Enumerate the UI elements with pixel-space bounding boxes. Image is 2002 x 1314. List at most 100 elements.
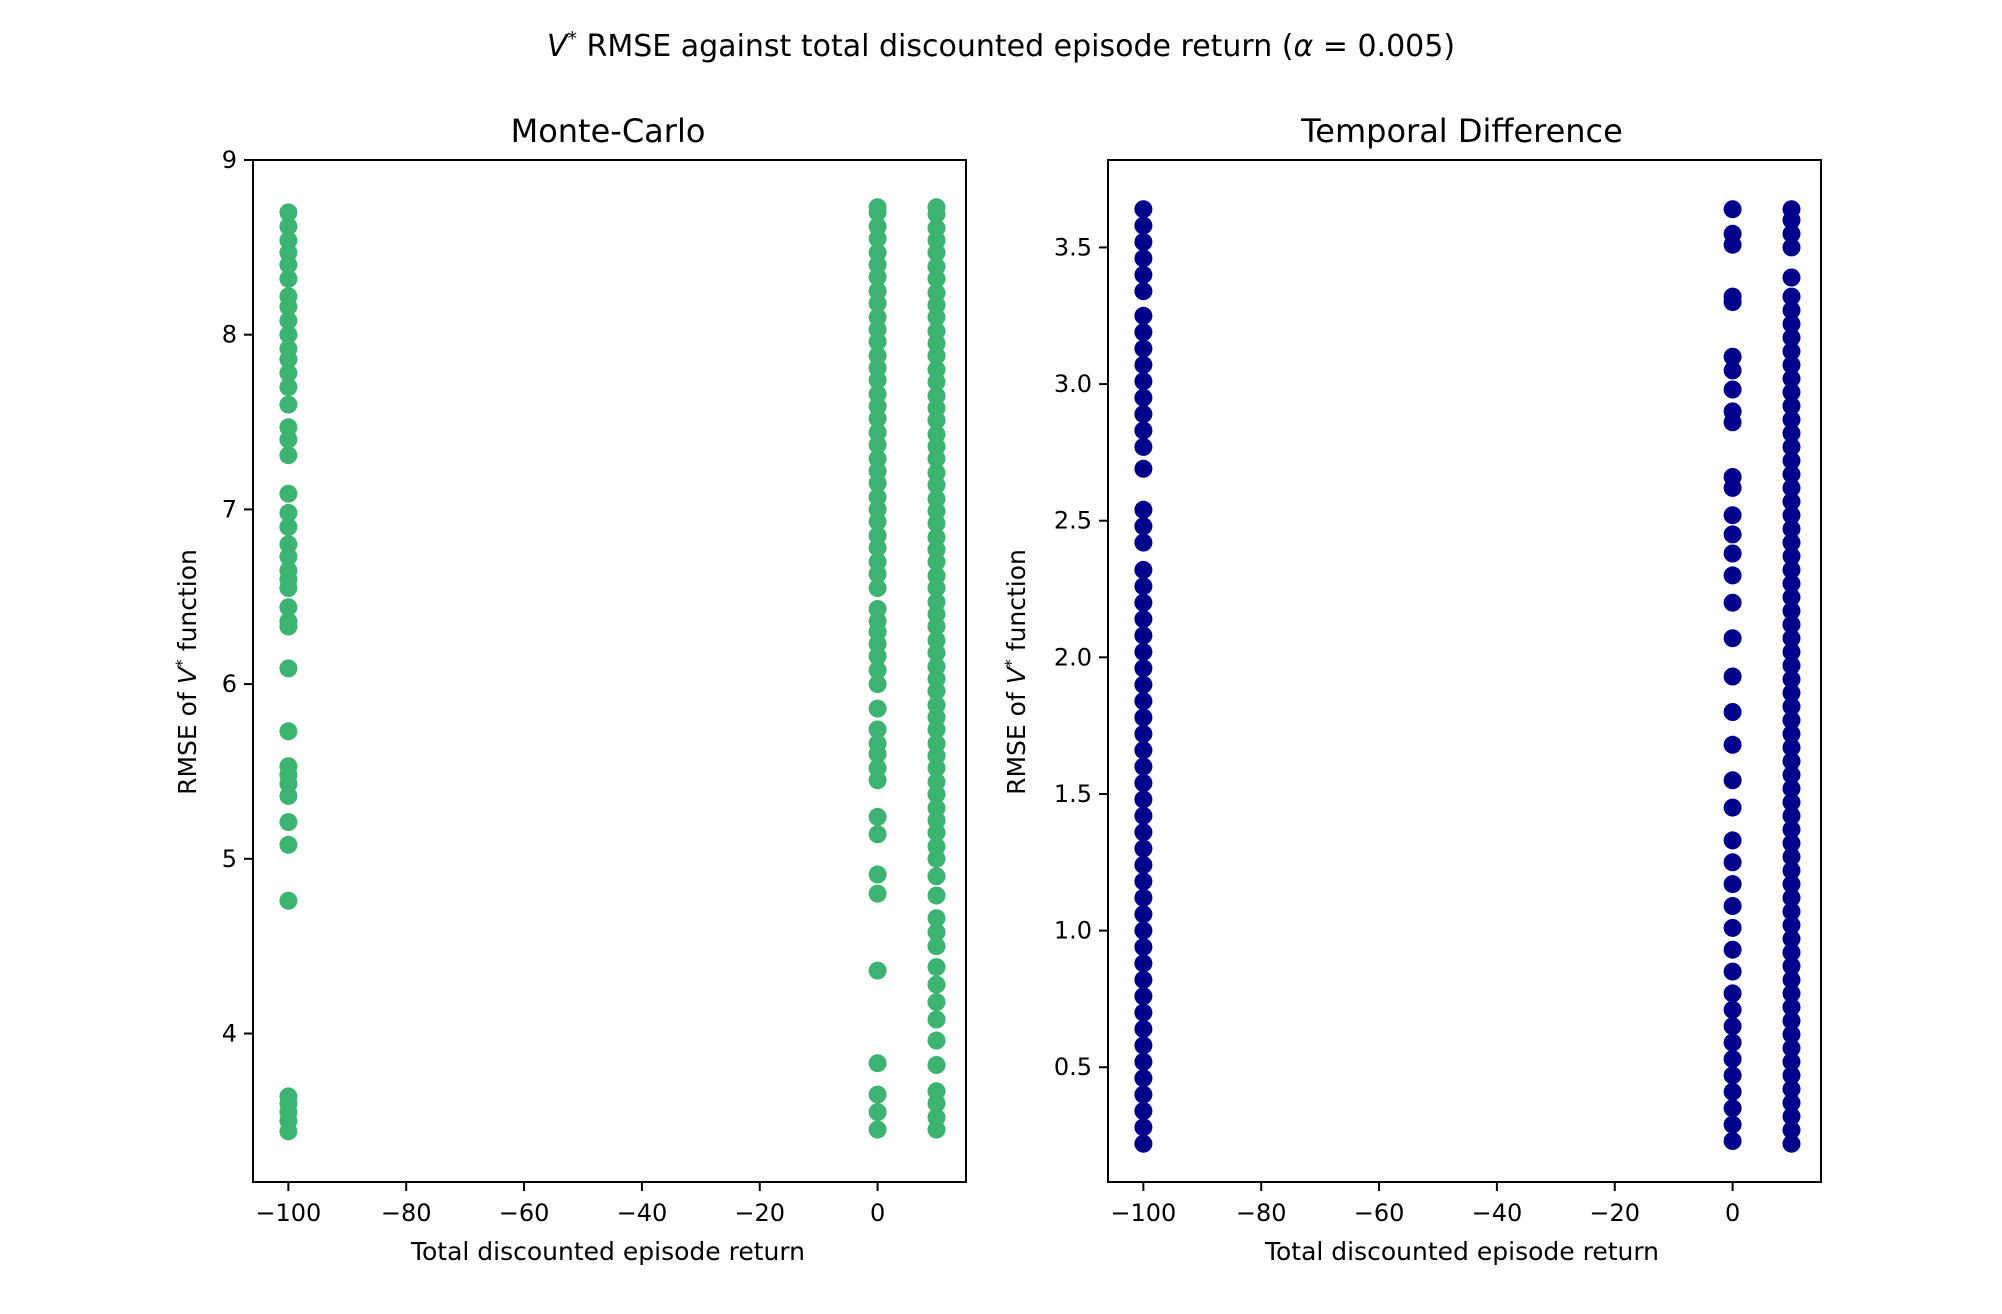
- temporal-difference-data-point: [1134, 774, 1153, 792]
- temporal-difference-x-tick-label: −100: [1110, 1199, 1176, 1227]
- temporal-difference-data-point: [1134, 610, 1153, 629]
- monte-carlo-data-point: [927, 734, 946, 753]
- monte-carlo-y-tick-label: 4: [222, 1020, 237, 1048]
- temporal-difference-data-point: [1782, 656, 1801, 675]
- monte-carlo-data-point: [927, 1010, 946, 1029]
- figure-title: V* RMSE against total discounted episode…: [547, 28, 1455, 64]
- temporal-difference-data-point: [1134, 708, 1153, 727]
- monte-carlo-points: [279, 198, 946, 1141]
- temporal-difference-panel: Temporal Difference Total discounted epi…: [1001, 112, 1822, 1266]
- temporal-difference-x-tick-label: −60: [1354, 1199, 1405, 1227]
- monte-carlo-data-point: [927, 528, 946, 547]
- monte-carlo-x-tick-label: −80: [381, 1199, 432, 1227]
- temporal-difference-data-point: [1782, 369, 1801, 388]
- temporal-difference-data-point: [1782, 697, 1801, 716]
- monte-carlo-x-tick-label: 0: [870, 1199, 885, 1227]
- temporal-difference-data-point: [1723, 1066, 1742, 1085]
- temporal-difference-data-point: [1782, 615, 1801, 634]
- temporal-difference-data-point: [1782, 287, 1801, 306]
- temporal-difference-data-point: [1723, 918, 1742, 937]
- temporal-difference-data-point: [1134, 905, 1153, 924]
- temporal-difference-data-point: [1723, 897, 1742, 915]
- temporal-difference-data-point: [1134, 265, 1153, 284]
- temporal-difference-data-point: [1723, 380, 1742, 399]
- temporal-difference-data-point: [1782, 342, 1801, 361]
- temporal-difference-data-point: [1782, 437, 1801, 456]
- temporal-difference-data-point: [1782, 1080, 1801, 1099]
- temporal-difference-data-point: [1723, 361, 1742, 380]
- monte-carlo-data-point: [927, 360, 946, 379]
- temporal-difference-data-point: [1134, 954, 1153, 973]
- temporal-difference-y-tick-label: 1.5: [1054, 780, 1092, 808]
- monte-carlo-data-point: [868, 198, 887, 217]
- temporal-difference-data-point: [1134, 1052, 1153, 1071]
- temporal-difference-data-point: [1134, 1003, 1153, 1022]
- monte-carlo-data-point: [868, 385, 887, 404]
- monte-carlo-data-point: [927, 643, 946, 662]
- monte-carlo-data-point: [868, 579, 887, 597]
- monte-carlo-data-point: [868, 1054, 887, 1073]
- temporal-difference-data-point: [1782, 410, 1801, 429]
- monte-carlo-data-point: [279, 547, 298, 566]
- monte-carlo-data-point: [279, 722, 298, 741]
- temporal-difference-data-point: [1782, 943, 1801, 962]
- temporal-difference-data-point: [1134, 216, 1153, 235]
- monte-carlo-data-point: [868, 1085, 887, 1104]
- temporal-difference-data-point: [1723, 566, 1742, 585]
- temporal-difference-data-point: [1723, 402, 1742, 421]
- temporal-difference-y-tick-label: 2.0: [1054, 643, 1092, 671]
- monte-carlo-data-point: [868, 825, 887, 844]
- monte-carlo-data-point: [927, 937, 946, 956]
- temporal-difference-data-point: [1782, 642, 1801, 661]
- monte-carlo-data-point: [927, 886, 946, 905]
- temporal-difference-data-point: [1134, 517, 1153, 536]
- monte-carlo-data-point: [868, 308, 887, 327]
- monte-carlo-data-point: [868, 884, 887, 903]
- temporal-difference-data-point: [1723, 525, 1742, 544]
- monte-carlo-data-point: [927, 958, 946, 977]
- monte-carlo-data-point: [868, 807, 887, 826]
- temporal-difference-data-point: [1782, 847, 1801, 866]
- temporal-difference-data-point: [1782, 806, 1801, 825]
- monte-carlo-data-point: [927, 975, 946, 994]
- temporal-difference-data-point: [1782, 315, 1801, 333]
- temporal-difference-data-point: [1134, 388, 1153, 407]
- temporal-difference-data-point: [1782, 1011, 1801, 1030]
- monte-carlo-data-point: [868, 526, 887, 545]
- temporal-difference-data-point: [1134, 724, 1153, 743]
- temporal-difference-data-point: [1782, 998, 1801, 1017]
- monte-carlo-data-point: [927, 696, 946, 715]
- temporal-difference-data-point: [1134, 560, 1153, 579]
- monte-carlo-data-point: [868, 1120, 887, 1139]
- temporal-difference-data-point: [1782, 200, 1801, 219]
- monte-carlo-data-point: [927, 346, 946, 365]
- temporal-difference-data-point: [1782, 724, 1801, 743]
- temporal-difference-data-point: [1723, 771, 1742, 790]
- temporal-difference-data-point: [1723, 1000, 1742, 1019]
- temporal-difference-data-point: [1782, 929, 1801, 948]
- temporal-difference-data-point: [1723, 200, 1742, 219]
- monte-carlo-data-point: [279, 378, 298, 397]
- monte-carlo-data-point: [868, 320, 887, 339]
- temporal-difference-data-point: [1782, 875, 1801, 894]
- temporal-difference-data-point: [1723, 1115, 1742, 1134]
- temporal-difference-data-point: [1723, 667, 1742, 686]
- monte-carlo-data-point: [279, 1087, 298, 1106]
- monte-carlo-panel: Monte-Carlo Total discounted episode ret…: [172, 112, 967, 1266]
- monte-carlo-data-point: [279, 339, 298, 358]
- temporal-difference-data-point: [1782, 451, 1801, 470]
- temporal-difference-data-point: [1134, 459, 1153, 478]
- monte-carlo-data-point: [927, 993, 946, 1012]
- temporal-difference-data-point: [1134, 1020, 1153, 1038]
- temporal-difference-data-point: [1134, 405, 1153, 424]
- temporal-difference-data-point: [1782, 820, 1801, 839]
- temporal-difference-data-point: [1723, 593, 1742, 612]
- monte-carlo-data-point: [868, 282, 887, 300]
- monte-carlo-x-tick-label: −40: [617, 1199, 668, 1227]
- temporal-difference-y-axis-label: RMSE of V* function: [1001, 549, 1032, 795]
- monte-carlo-data-point: [927, 772, 946, 791]
- monte-carlo-data-point: [868, 759, 887, 777]
- temporal-difference-data-point: [1723, 703, 1742, 721]
- monte-carlo-data-point: [279, 612, 298, 631]
- temporal-difference-data-point: [1782, 629, 1801, 648]
